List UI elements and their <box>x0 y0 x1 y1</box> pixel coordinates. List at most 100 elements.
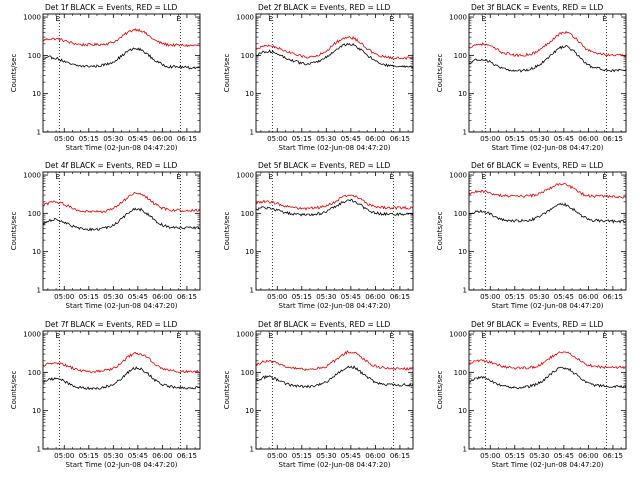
x-tick-label: 05:15 <box>292 293 312 301</box>
x-tick-label: 06:00 <box>578 293 598 301</box>
x-tick-label: 05:30 <box>316 452 336 460</box>
x-tick-label: 06:00 <box>365 293 385 301</box>
lld-series-line <box>42 191 201 214</box>
eclipse-marker-label: E <box>389 332 393 340</box>
y-tick-label: 100 <box>28 52 41 60</box>
panel-det-6: Det 6f BLACK = Events, RED = LLD Counts/s… <box>436 161 627 310</box>
lld-series-line <box>42 27 201 48</box>
x-axis-label: Start Time (02-Jun-08 04:47:20) <box>492 461 604 469</box>
y-tick-label: 100 <box>28 210 41 218</box>
y-tick-label: 1 <box>463 446 467 454</box>
plot-frame <box>255 13 414 133</box>
lld-series-line <box>468 182 627 199</box>
x-tick-label: 05:45 <box>128 452 148 460</box>
panel-det-5: Det 5f BLACK = Events, RED = LLD Counts/s… <box>223 161 414 310</box>
events-series-line <box>42 366 201 391</box>
y-tick-label: 1 <box>250 129 254 137</box>
y-tick-label: 1000 <box>449 172 467 180</box>
x-tick-label: 05:45 <box>554 452 574 460</box>
x-tick-label: 06:00 <box>152 293 172 301</box>
eclipse-marker-label: E <box>481 173 485 181</box>
x-axis-label: Start Time (02-Jun-08 04:47:20) <box>492 144 604 152</box>
y-tick-label: 100 <box>454 52 467 60</box>
eclipse-marker-label: E <box>481 332 485 340</box>
x-axis-label: Start Time (02-Jun-08 04:47:20) <box>66 302 178 310</box>
y-tick-label: 10 <box>458 248 467 256</box>
x-tick-label: 05:30 <box>316 135 336 143</box>
events-series-line <box>42 207 200 232</box>
y-axis-label: Counts/sec <box>223 212 231 251</box>
x-tick-label: 05:15 <box>292 452 312 460</box>
x-tick-label: 06:15 <box>390 135 410 143</box>
panel-det-4: Det 4f BLACK = Events, RED = LLD Counts/s… <box>10 161 201 310</box>
x-tick-label: 05:15 <box>79 135 99 143</box>
events-series-line <box>468 366 627 390</box>
plot-frame <box>42 330 201 450</box>
x-tick-label: 05:45 <box>341 135 361 143</box>
x-tick-label: 06:15 <box>177 452 197 460</box>
x-tick-label: 05:30 <box>103 293 123 301</box>
panel-title: Det 9f BLACK = Events, RED = LLD <box>471 320 604 329</box>
x-tick-label: 05:15 <box>505 135 525 143</box>
y-tick-label: 1 <box>37 287 41 295</box>
events-series-line <box>42 47 201 70</box>
x-tick-label: 06:00 <box>365 135 385 143</box>
lld-series-line <box>255 35 414 61</box>
lld-series-line <box>42 351 201 374</box>
panel-det-7: Det 7f BLACK = Events, RED = LLD Counts/s… <box>10 320 201 469</box>
x-tick-label: 05:30 <box>316 293 336 301</box>
plot-frame <box>468 13 627 133</box>
x-axis-label: Start Time (02-Jun-08 04:47:20) <box>492 302 604 310</box>
panel-title: Det 2f BLACK = Events, RED = LLD <box>258 3 391 12</box>
y-tick-label: 1000 <box>236 14 254 22</box>
x-tick-label: 05:00 <box>267 135 287 143</box>
y-tick-label: 10 <box>245 248 254 256</box>
panel-title: Det 6f BLACK = Events, RED = LLD <box>471 161 604 170</box>
x-axis-label: Start Time (02-Jun-08 04:47:20) <box>66 461 178 469</box>
y-tick-label: 1 <box>463 129 467 137</box>
x-tick-label: 05:00 <box>54 293 74 301</box>
y-tick-label: 100 <box>241 369 254 377</box>
y-axis-label: Counts/sec <box>10 212 18 251</box>
x-tick-label: 05:45 <box>554 293 574 301</box>
eclipse-marker-label: E <box>176 15 180 23</box>
x-axis-label: Start Time (02-Jun-08 04:47:20) <box>279 461 391 469</box>
x-tick-label: 05:30 <box>529 293 549 301</box>
panel-title: Det 3f BLACK = Events, RED = LLD <box>471 3 604 12</box>
panel-det-2: Det 2f BLACK = Events, RED = LLD Counts/s… <box>223 3 414 152</box>
y-tick-label: 1000 <box>23 331 41 339</box>
y-tick-label: 100 <box>454 210 467 218</box>
x-tick-label: 05:15 <box>505 293 525 301</box>
events-series-line <box>255 198 414 217</box>
y-tick-label: 1000 <box>236 172 254 180</box>
y-tick-label: 10 <box>32 248 41 256</box>
y-tick-label: 10 <box>245 90 254 98</box>
y-tick-label: 100 <box>241 52 254 60</box>
eclipse-marker-label: E <box>55 15 59 23</box>
eclipse-marker-label: E <box>268 15 272 23</box>
eclipse-marker-label: E <box>481 15 485 23</box>
eclipse-marker-label: E <box>389 173 393 181</box>
eclipse-marker-label: E <box>389 15 393 23</box>
y-tick-label: 100 <box>454 369 467 377</box>
panel-title: Det 5f BLACK = Events, RED = LLD <box>258 161 391 170</box>
eclipse-marker-label: E <box>602 15 606 23</box>
panel-title: Det 1f BLACK = Events, RED = LLD <box>45 3 178 12</box>
x-axis-label: Start Time (02-Jun-08 04:47:20) <box>279 144 391 152</box>
eclipse-marker-label: E <box>55 173 59 181</box>
x-axis-label: Start Time (02-Jun-08 04:47:20) <box>66 144 178 152</box>
panel-title: Det 7f BLACK = Events, RED = LLD <box>45 320 178 329</box>
eclipse-marker-label: E <box>176 332 180 340</box>
eclipse-marker-label: E <box>602 332 606 340</box>
eclipse-marker-label: E <box>176 173 180 181</box>
y-axis-label: Counts/sec <box>436 54 444 93</box>
y-axis-label: Counts/sec <box>10 371 18 410</box>
x-tick-label: 06:00 <box>578 135 598 143</box>
events-series-line <box>255 42 414 70</box>
panel-det-1: Det 1f BLACK = Events, RED = LLD Counts/s… <box>10 3 201 152</box>
y-tick-label: 10 <box>458 407 467 415</box>
x-tick-label: 06:15 <box>390 293 410 301</box>
x-tick-label: 05:45 <box>554 135 574 143</box>
x-tick-label: 05:15 <box>505 452 525 460</box>
